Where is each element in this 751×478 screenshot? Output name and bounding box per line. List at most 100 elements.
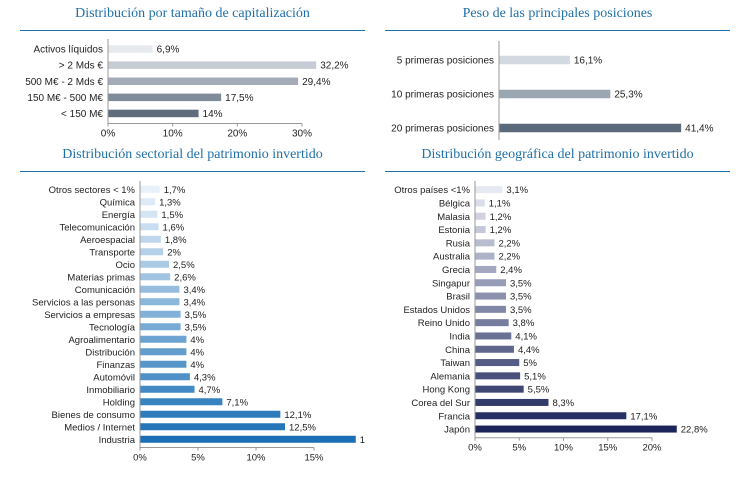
x-tick-label: 15%: [304, 453, 324, 464]
bar: [140, 398, 223, 406]
bar: [140, 348, 187, 356]
bar: [475, 425, 677, 433]
title-underline: [20, 171, 365, 172]
data-label: 16,1%: [574, 56, 602, 67]
chart-title: Peso de las principales posiciones: [462, 6, 653, 21]
category-label: Reino Unido: [418, 318, 470, 329]
category-label: Holding: [103, 397, 135, 408]
bar: [475, 385, 524, 393]
data-label: 4%: [190, 347, 204, 358]
data-label: 7,1%: [226, 397, 248, 408]
bar: [140, 335, 187, 343]
category-label: Distribución: [85, 347, 135, 358]
category-label: Medios / Internet: [64, 422, 135, 433]
data-label: 2,2%: [498, 252, 520, 263]
data-label: 1,7%: [164, 185, 186, 196]
bar: [499, 123, 682, 133]
bar: [140, 423, 285, 431]
category-label: Alemania: [430, 371, 470, 382]
category-label: Tecnología: [89, 322, 136, 333]
bar: [108, 61, 317, 69]
category-label: 5 primeras posiciones: [397, 56, 494, 67]
bar: [475, 252, 495, 260]
data-label: 5,1%: [524, 371, 546, 382]
category-label: 10 primeras posiciones: [391, 90, 494, 101]
data-label: 12,1%: [284, 410, 311, 421]
bar: [475, 186, 503, 194]
data-label: 3,5%: [510, 292, 532, 303]
bar: [475, 292, 506, 300]
data-label: 14%: [203, 109, 223, 120]
data-label: 17,5%: [225, 93, 253, 104]
x-tick-label: 5%: [512, 443, 526, 454]
category-label: Malasia: [437, 212, 470, 223]
category-label: Estados Unidos: [403, 305, 470, 316]
data-label: 1,3%: [159, 197, 181, 208]
bar: [475, 226, 486, 234]
bar: [140, 273, 171, 281]
bar: [475, 319, 509, 327]
data-label: 1,2%: [490, 212, 512, 223]
category-label: Telecomunicación: [59, 222, 135, 233]
bar: [475, 398, 549, 406]
data-label: 2,4%: [500, 265, 522, 276]
data-label: 3,4%: [183, 297, 205, 308]
bar: [140, 310, 181, 318]
data-label: 4,7%: [199, 385, 221, 396]
data-label: 17,1%: [630, 411, 657, 422]
title-underline: [385, 171, 730, 172]
data-label: 3,5%: [510, 278, 532, 289]
chart-panel-capitalizacion: Distribución por tamaño de capitalizació…: [20, 6, 365, 140]
data-label: 6,9%: [157, 45, 180, 56]
category-label: Química: [100, 197, 136, 208]
category-label: Otros países <1%: [394, 185, 470, 196]
x-tick-label: 0%: [101, 129, 116, 140]
bar: [140, 235, 161, 243]
bar: [140, 210, 158, 218]
bar: [475, 345, 514, 353]
bar: [475, 199, 485, 207]
category-label: Hong Kong: [422, 385, 470, 396]
bar: [140, 373, 190, 381]
category-label: Brasil: [446, 292, 470, 303]
bar: [140, 260, 169, 268]
chart-title: Distribución geográfica del patrimonio i…: [421, 147, 694, 162]
chart-sectorial: Otros sectores < 1% 1,7% Química 1,3% Energí…: [32, 181, 365, 464]
data-label: 8,3%: [552, 398, 574, 409]
category-label: Corea del Sur: [411, 398, 470, 409]
data-label: 4,4%: [518, 345, 540, 356]
data-label: 25,3%: [614, 90, 642, 101]
category-label: India: [449, 331, 470, 342]
x-tick-label: 30%: [292, 129, 312, 140]
data-label: 4%: [190, 360, 204, 371]
bar: [499, 55, 570, 65]
bar: [108, 93, 222, 102]
category-label: Singapur: [432, 278, 470, 289]
x-tick-label: 10%: [554, 443, 574, 454]
category-label: Activos líquidos: [34, 45, 103, 56]
bar: [108, 77, 299, 85]
category-label: China: [445, 345, 471, 356]
chart-title: Distribución por tamaño de capitalizació…: [75, 6, 310, 21]
bar: [475, 212, 486, 220]
data-label: 1,6%: [163, 222, 185, 233]
category-label: < 150 M€: [61, 109, 103, 120]
category-label: Estonia: [438, 225, 470, 236]
data-label: 3,4%: [183, 285, 205, 296]
bar: [140, 323, 181, 331]
bar: [108, 109, 199, 118]
category-label: 20 primeras posiciones: [391, 124, 494, 135]
bar: [475, 359, 520, 367]
data-label: 4,1%: [515, 331, 537, 342]
data-label: 5,5%: [528, 385, 550, 396]
data-label: 1,1%: [489, 198, 511, 209]
bar: [140, 223, 159, 231]
chart-panel-posiciones: Peso de las principales posiciones 5 pri…: [385, 6, 730, 140]
data-label: 2,2%: [498, 238, 520, 249]
data-label: 41,4%: [685, 124, 713, 135]
data-label: 4,3%: [194, 372, 216, 383]
bar: [475, 265, 497, 273]
bar: [140, 410, 281, 418]
category-label: > 2 Mds €: [59, 61, 104, 72]
category-label: Francia: [438, 411, 470, 422]
